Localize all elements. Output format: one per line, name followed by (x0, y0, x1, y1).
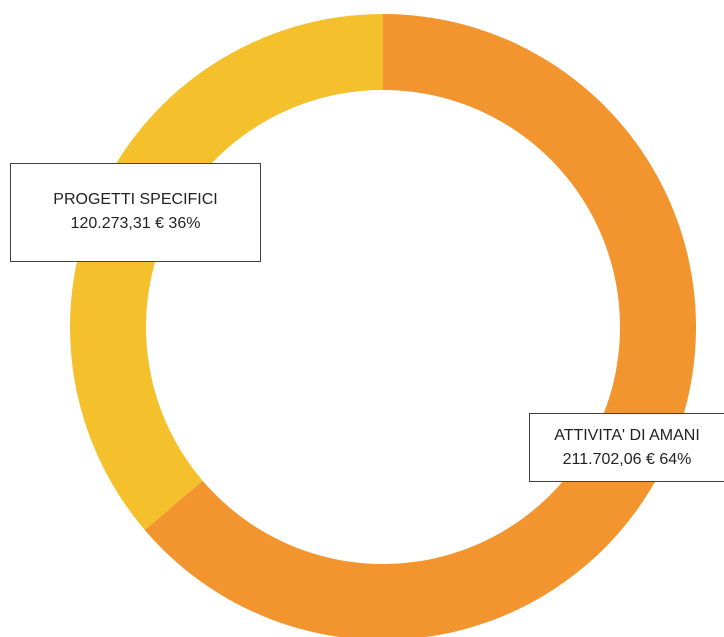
progetti-value-text: 120.273,31 € (70, 215, 164, 232)
data-label-progetti-specifici: PROGETTI SPECIFICI 120.273,31 € 36% (10, 163, 261, 262)
slice-attivita-di-amani (144, 14, 696, 637)
slice-progetti-specifici (70, 14, 384, 530)
data-label-attivita-di-amani: ATTIVITA' DI AMANI 211.702,06 € 64% (529, 413, 724, 482)
chart-slices (70, 14, 696, 637)
progetti-percent-text: 36% (168, 215, 201, 232)
data-label-attivita-name: ATTIVITA' DI AMANI (554, 427, 700, 444)
attivita-value-text: 211.702,06 € (562, 451, 655, 468)
data-label-attivita-value: 211.702,06 € 64% (530, 448, 724, 472)
data-label-progetti-value: 120.273,31 € 36% (11, 212, 260, 236)
data-label-progetti-name: PROGETTI SPECIFICI (53, 191, 218, 208)
attivita-percent-text: 64% (659, 451, 692, 468)
